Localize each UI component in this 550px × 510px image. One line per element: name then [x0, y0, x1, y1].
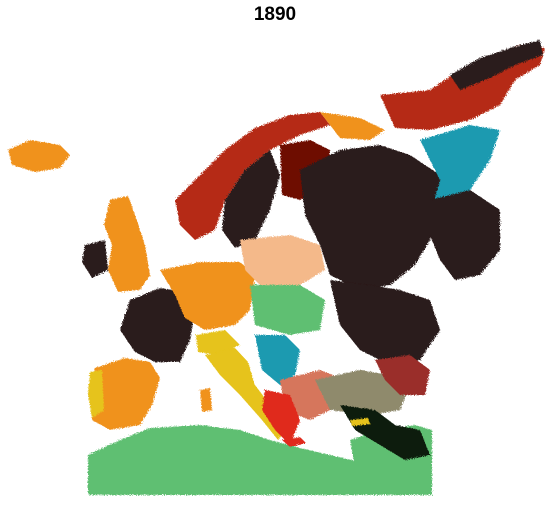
region-france: [120, 288, 195, 362]
region-austria-bohemia: [250, 285, 325, 335]
region-iberia: [90, 358, 160, 430]
region-russia-south: [330, 280, 440, 365]
region-iceland: [8, 140, 70, 172]
region-sardinia: [200, 388, 212, 412]
region-switzerland: [196, 330, 240, 355]
region-italy: [205, 348, 285, 440]
region-britain: [104, 196, 150, 292]
region-sweden: [222, 150, 280, 248]
region-balkans-west: [255, 335, 300, 385]
region-norway: [175, 112, 330, 240]
region-caucasus: [375, 355, 430, 395]
region-urals: [420, 125, 500, 215]
region-kola: [320, 112, 385, 140]
region-portugal: [88, 370, 104, 418]
region-urals-south: [430, 190, 500, 280]
region-benelux-germany: [160, 262, 255, 330]
region-novaya-zemlya: [450, 40, 543, 90]
region-crete: [282, 437, 306, 447]
region-north-africa: [88, 425, 432, 495]
region-russia-west: [300, 145, 445, 290]
region-cyprus: [350, 418, 370, 426]
region-greece: [262, 390, 300, 445]
region-ireland: [82, 240, 108, 278]
region-prussia-poland: [240, 235, 325, 285]
map-title: 1890: [253, 4, 297, 25]
